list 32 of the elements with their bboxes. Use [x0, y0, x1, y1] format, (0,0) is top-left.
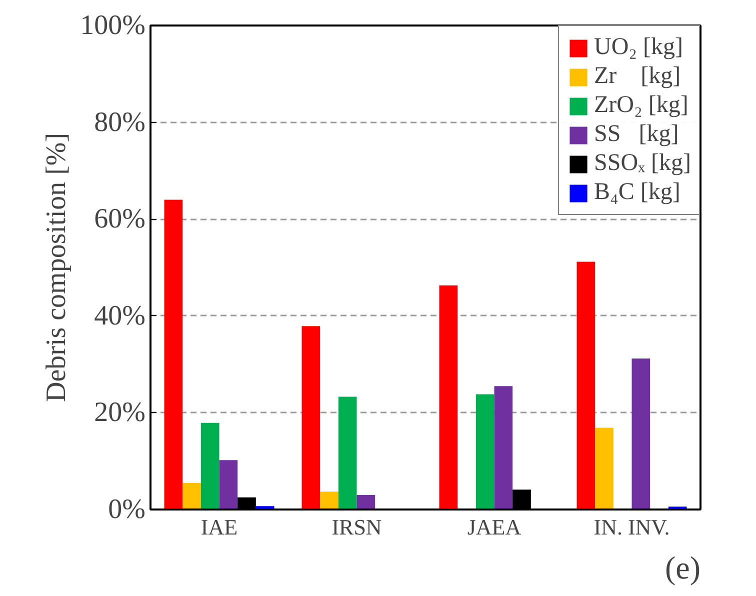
y-tick-label: 80% — [94, 106, 146, 138]
y-axis-title: Debris composition [%] — [41, 132, 72, 402]
text: (e) — [664, 550, 700, 586]
bar — [494, 386, 513, 510]
x-tick-label: IRSN — [332, 514, 382, 540]
x-tick-label: JAEA — [467, 514, 522, 540]
legend-label: UO₂ [kg] — [594, 34, 684, 61]
bar — [200, 422, 220, 510]
legend-label: SSOₓ [kg] — [594, 150, 691, 177]
bar — [576, 262, 596, 510]
bar — [164, 200, 183, 510]
x-tick-label: IAE — [200, 514, 238, 540]
bar — [439, 285, 458, 510]
bar — [320, 492, 338, 510]
legend-label: B₄C [kg] — [594, 179, 680, 206]
x-tick-label: IN. INV. — [594, 514, 670, 540]
bar — [595, 428, 614, 510]
y-tick-label: 20% — [94, 397, 146, 428]
y-tick-label: 0% — [108, 494, 146, 525]
bar — [302, 326, 320, 510]
bar — [476, 394, 494, 510]
legend-label: Zr [kg] — [594, 63, 681, 90]
legend-label: ZrO₂ [kg] — [594, 92, 688, 119]
y-tick-label: 40% — [94, 300, 146, 332]
bar — [356, 494, 376, 510]
bar — [219, 460, 238, 510]
bar — [632, 358, 650, 510]
bar — [338, 396, 357, 510]
bar — [182, 482, 201, 510]
y-tick-label: 60% — [94, 204, 146, 235]
legend-label: SS [kg] — [594, 121, 679, 148]
y-tick-label: 100% — [80, 10, 146, 41]
